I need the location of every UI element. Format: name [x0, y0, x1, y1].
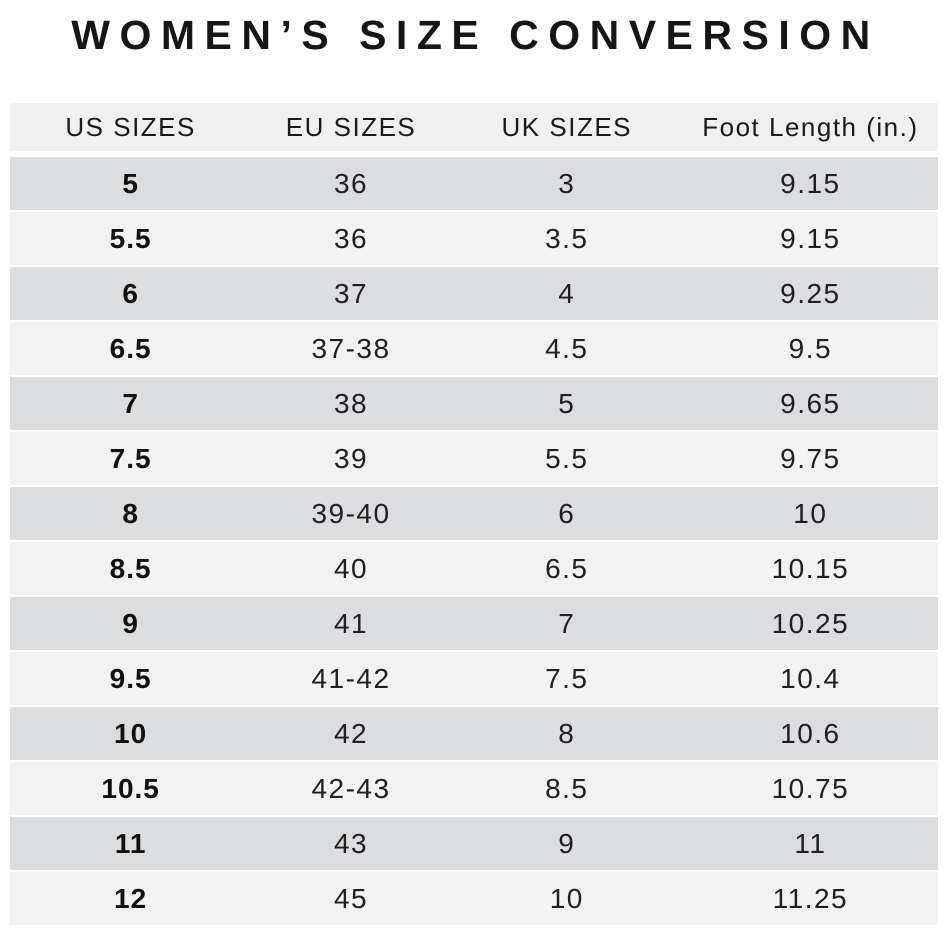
table-row: 7 38 5 9.65	[10, 377, 938, 430]
cell-eu-size: 41	[333, 607, 369, 639]
cell-foot-length: 9.25	[780, 277, 841, 309]
cell-foot-length: 10.4	[780, 662, 841, 694]
column-header-foot-length: Foot Length (in.)	[702, 111, 919, 142]
cell-foot-length: 10.15	[771, 552, 850, 584]
cell-foot-length: 9.75	[780, 442, 841, 474]
cell-uk-size: 10	[549, 882, 584, 914]
table-row: 9.5 41-42 7.5 10.4	[10, 652, 938, 705]
table-row: 6 37 4 9.25	[10, 267, 938, 320]
size-conversion-page: WOMEN’S SIZE CONVERSION US SIZES EU SIZE…	[0, 12, 951, 930]
table-body: 5 36 3 9.15 5.5 36 3.5 9.15 6 37 4 9.25 6.5 37-38 4.5 9…	[10, 157, 938, 925]
cell-uk-size: 4	[558, 277, 576, 309]
column-header-us-sizes: US SIZES	[65, 111, 196, 142]
cell-uk-size: 5.5	[545, 442, 589, 474]
cell-eu-size: 41-42	[311, 662, 391, 694]
cell-us-size: 5.5	[109, 222, 152, 254]
table-row: 8.5 40 6.5 10.15	[10, 542, 938, 595]
table-row: 10.5 42-43 8.5 10.75	[10, 762, 938, 815]
cell-eu-size: 38	[333, 387, 369, 419]
cell-eu-size: 39-40	[311, 497, 391, 529]
cell-foot-length: 10	[793, 497, 828, 529]
column-header-eu-sizes: EU SIZES	[285, 111, 417, 142]
cell-foot-length: 10.25	[771, 607, 850, 639]
cell-uk-size: 3.5	[545, 222, 589, 254]
table-row: 8 39-40 6 10	[10, 487, 938, 540]
cell-uk-size: 9	[558, 827, 576, 859]
cell-eu-size: 42-43	[311, 772, 391, 804]
cell-us-size: 6	[122, 277, 139, 309]
table-row: 12 45 10 11.25	[10, 872, 938, 925]
cell-foot-length: 9.15	[780, 167, 841, 199]
cell-foot-length: 10.6	[780, 717, 841, 749]
cell-foot-length: 11.25	[772, 882, 849, 914]
cell-uk-size: 6	[558, 497, 576, 529]
table-row: 10 42 8 10.6	[10, 707, 938, 760]
cell-uk-size: 7	[558, 607, 576, 639]
table-row: 9 41 7 10.25	[10, 597, 938, 650]
cell-us-size: 8.5	[109, 552, 152, 584]
cell-eu-size: 37	[333, 277, 369, 309]
cell-eu-size: 42	[333, 717, 369, 749]
cell-foot-length: 10.75	[771, 772, 850, 804]
cell-eu-size: 40	[333, 552, 369, 584]
cell-us-size: 10.5	[101, 772, 160, 804]
page-title: WOMEN’S SIZE CONVERSION	[71, 12, 880, 58]
cell-foot-length: 9.5	[788, 332, 833, 364]
cell-us-size: 10	[114, 717, 148, 749]
cell-uk-size: 6.5	[545, 552, 589, 584]
cell-eu-size: 43	[333, 827, 369, 859]
table-header-row: US SIZES EU SIZES UK SIZES Foot Length (…	[10, 103, 938, 151]
column-header-uk-sizes: UK SIZES	[501, 111, 633, 142]
table-row: 6.5 37-38 4.5 9.5	[10, 322, 938, 375]
cell-us-size: 6.5	[109, 332, 152, 364]
cell-us-size: 11	[114, 827, 147, 859]
cell-uk-size: 7.5	[545, 662, 589, 694]
cell-eu-size: 39	[333, 442, 369, 474]
cell-uk-size: 3	[558, 167, 576, 199]
cell-uk-size: 5	[558, 387, 576, 419]
cell-eu-size: 45	[333, 882, 369, 914]
table-row: 5 36 3 9.15	[10, 157, 938, 210]
cell-us-size: 7.5	[109, 442, 152, 474]
cell-us-size: 12	[114, 882, 148, 914]
cell-uk-size: 8.5	[545, 772, 589, 804]
cell-us-size: 5	[122, 167, 139, 199]
cell-us-size: 8	[122, 497, 139, 529]
cell-us-size: 9	[122, 607, 139, 639]
table-row: 11 43 9 11	[10, 817, 938, 870]
cell-us-size: 7	[122, 387, 139, 419]
cell-uk-size: 4.5	[545, 332, 589, 364]
table-row: 5.5 36 3.5 9.15	[10, 212, 938, 265]
cell-eu-size: 36	[333, 222, 369, 254]
cell-eu-size: 37-38	[311, 332, 391, 364]
cell-eu-size: 36	[333, 167, 369, 199]
size-conversion-table: US SIZES EU SIZES UK SIZES Foot Length (…	[10, 103, 938, 927]
cell-us-size: 9.5	[109, 662, 152, 694]
table-row: 7.5 39 5.5 9.75	[10, 432, 938, 485]
cell-foot-length: 9.65	[780, 387, 841, 419]
cell-foot-length: 11	[794, 827, 827, 859]
cell-uk-size: 8	[558, 717, 576, 749]
cell-foot-length: 9.15	[780, 222, 841, 254]
